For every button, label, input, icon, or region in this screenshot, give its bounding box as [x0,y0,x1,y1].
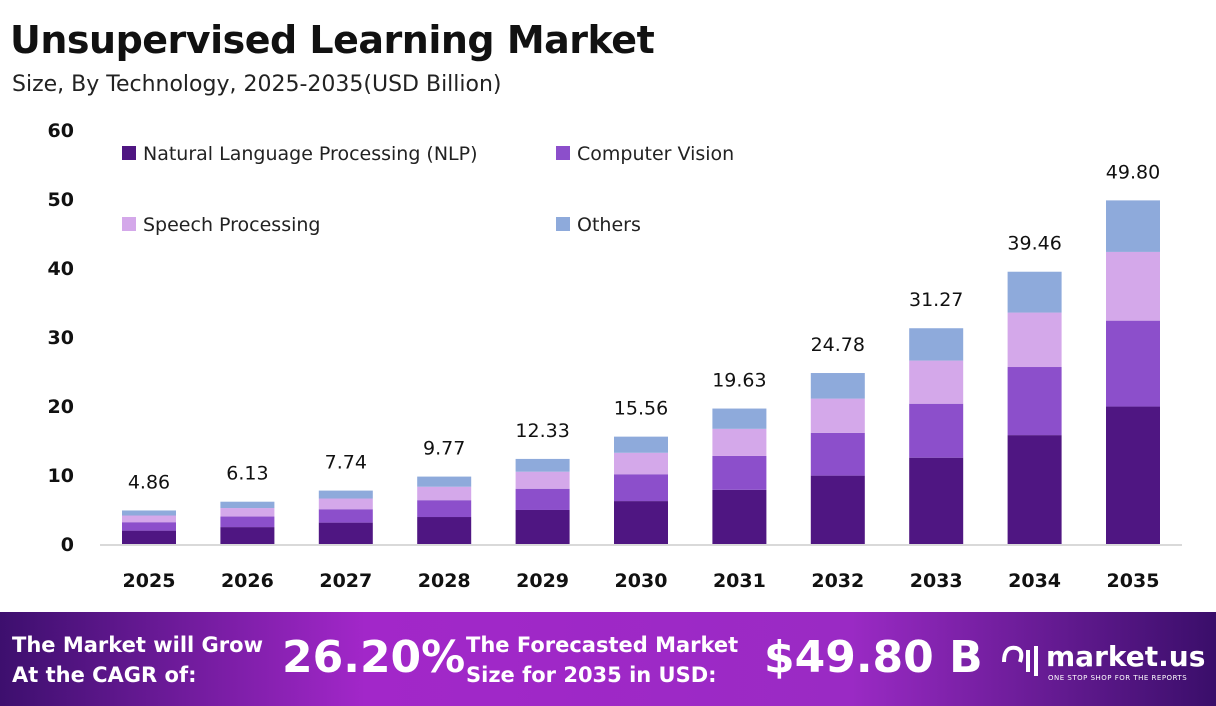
bar-segment [614,501,668,544]
total-label: 4.86 [128,471,170,493]
bar-segment [318,490,373,499]
bar-segment [1106,406,1160,544]
brand-tagline: ONE STOP SHOP FOR THE REPORTS [1048,674,1188,682]
x-tick-label: 2025 [123,570,176,592]
x-tick-label: 2026 [221,570,274,592]
x-tick-label: 2027 [319,570,372,592]
brand-logo-icon [1002,645,1038,676]
bar-segment [614,452,668,475]
bar-segment [318,522,373,544]
footer-banner: The Market will Grow At the CAGR of: 26.… [0,612,1216,706]
bar-segment [909,360,964,404]
bar-segment [1007,435,1062,544]
y-tick-label: 50 [48,189,74,211]
bar-segment [1007,312,1062,368]
bar-segment [712,489,767,544]
forecast-value: $49.80 B [764,632,983,683]
chart-subtitle: Size, By Technology, 2025-2035(USD Billi… [12,72,502,97]
bar-segment [417,500,472,518]
bar-segment [909,457,964,544]
bar-segment [220,508,275,517]
bar-segment [515,458,570,472]
total-label: 12.33 [515,420,569,442]
bar-segment [1106,200,1160,252]
total-label: 19.63 [712,370,766,392]
bar-segment [417,476,472,487]
total-label: 49.80 [1106,161,1160,183]
brand-name: market.us [1046,640,1206,673]
bar-segment [810,398,865,433]
bar-segment [417,486,472,501]
total-label: 31.27 [909,289,963,311]
cagr-label-line2: At the CAGR of: [12,663,197,687]
x-tick-label: 2033 [910,570,963,592]
bar-segment [614,436,668,453]
total-label: 39.46 [1007,233,1061,255]
bar-segment [417,517,472,544]
x-tick-label: 2028 [418,570,471,592]
legend-label: Computer Vision [577,143,734,165]
x-tick-label: 2035 [1107,570,1160,592]
x-tick-label: 2031 [713,570,766,592]
y-tick-label: 30 [48,327,74,349]
bar-segment [122,510,176,516]
bar-segment [712,428,767,456]
total-label: 7.74 [325,452,367,474]
total-label: 15.56 [614,398,668,420]
x-tick-label: 2030 [615,570,668,592]
bar-segment [220,501,275,509]
y-tick-label: 60 [48,120,74,142]
bar-segment [810,432,865,476]
chart-title: Unsupervised Learning Market [10,18,655,62]
y-tick-label: 40 [48,258,74,280]
y-tick-label: 10 [48,465,74,487]
bar-segment [1007,271,1062,313]
bar-segment [712,408,767,429]
total-label: 6.13 [226,463,268,485]
bar-segment [515,471,570,489]
cagr-label-line1: The Market will Grow [12,633,263,657]
bar-segment [515,488,570,510]
bar-segment [318,509,373,523]
bar-segment [909,328,964,361]
y-tick-label: 0 [61,534,74,556]
total-label: 24.78 [811,334,865,356]
bar-segment [712,455,767,490]
bar-segment [909,403,964,458]
bar-segment [515,509,570,544]
bar-segment [318,498,373,510]
bar-segment [1106,251,1160,321]
legend-swatch [556,217,570,231]
legend-swatch [556,146,570,160]
legend-swatch [122,217,136,231]
bar-segment [810,373,865,399]
y-tick-label: 20 [48,396,74,418]
bar-segment [1106,320,1160,407]
cagr-value: 26.20% [282,632,466,683]
stacked-bar-chart: 01020304050604.8620256.1320267.7420279.7… [48,120,1182,592]
x-tick-label: 2034 [1008,570,1061,592]
legend-label: Speech Processing [143,214,321,236]
x-tick-label: 2029 [516,570,569,592]
bar-segment [220,527,275,544]
total-label: 9.77 [423,438,465,460]
legend-label: Natural Language Processing (NLP) [143,143,478,165]
bar-segment [810,475,865,544]
forecast-label-line2: Size for 2035 in USD: [466,663,717,687]
bar-segment [614,474,668,502]
forecast-label: The Forecasted Market Size for 2035 in U… [466,630,738,690]
cagr-label: The Market will Grow At the CAGR of: [12,630,263,690]
bar-segment [122,515,176,523]
forecast-label-line1: The Forecasted Market [466,633,739,657]
bar-segment [122,530,176,544]
bar-segment [122,522,176,531]
bar-segment [220,516,275,528]
bar-segment [1007,367,1062,436]
legend-label: Others [577,214,641,236]
legend-swatch [122,146,136,160]
x-tick-label: 2032 [811,570,864,592]
